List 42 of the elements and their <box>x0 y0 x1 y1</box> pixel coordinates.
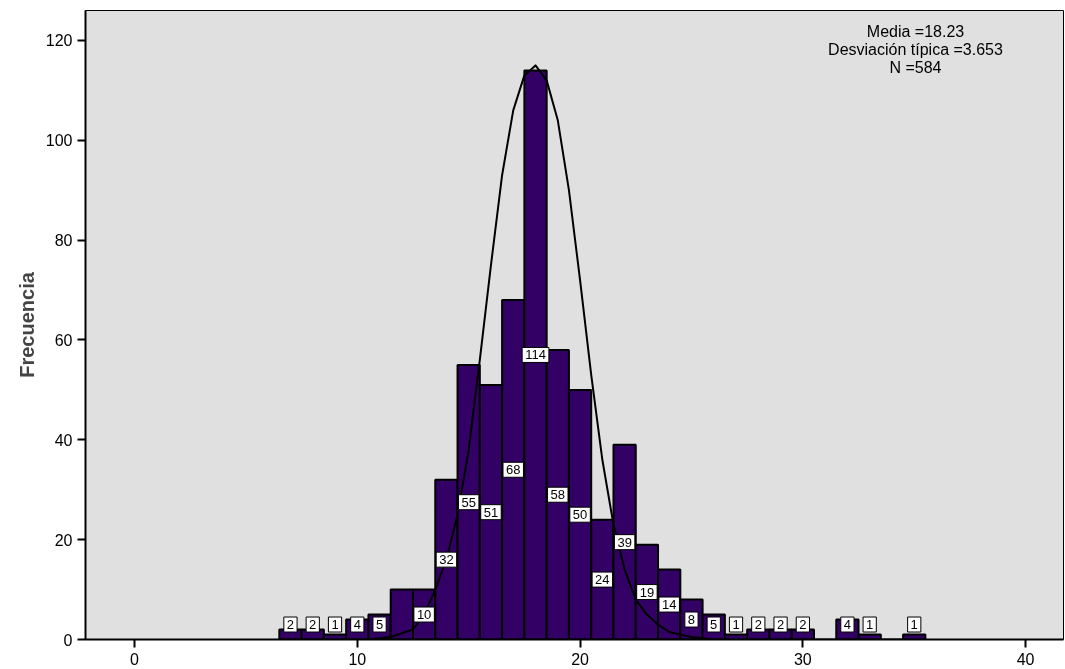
data-label: 5 <box>375 617 384 633</box>
annotation: Desviación típica =3.653 <box>828 40 1003 58</box>
y-tick-label: 60 <box>54 331 73 349</box>
data-label: 4 <box>843 617 852 633</box>
data-label: 2 <box>776 617 785 633</box>
data-label: 51 <box>483 504 499 520</box>
data-label: 55 <box>461 494 476 510</box>
data-label: 50 <box>572 507 588 523</box>
data-label: 19 <box>639 584 655 600</box>
data-label: 1 <box>866 617 874 633</box>
data-label: 32 <box>439 552 454 568</box>
x-tick-label: 30 <box>793 650 812 668</box>
y-tick-label: 120 <box>45 32 73 50</box>
data-label: 2 <box>799 617 807 633</box>
data-label: 58 <box>550 487 566 503</box>
data-label: 2 <box>286 617 295 633</box>
data-label: 2 <box>754 617 762 633</box>
data-label: 1 <box>910 617 918 633</box>
x-tick-label: 0 <box>130 650 140 668</box>
x-tick-label: 20 <box>571 650 590 668</box>
data-label: 68 <box>506 462 521 478</box>
annotation: Media =18.23 <box>866 22 965 40</box>
y-tick-label: 80 <box>54 232 73 250</box>
data-label: 24 <box>595 572 610 588</box>
x-tick-label: 10 <box>348 650 367 668</box>
data-label: 2 <box>309 617 317 633</box>
y-axis-title: Frecuencia <box>15 271 38 378</box>
y-tick-label: 20 <box>54 531 73 549</box>
data-label: 14 <box>661 597 677 613</box>
data-label: 1 <box>732 617 740 633</box>
data-label: 1 <box>331 617 339 633</box>
y-tick-label: 100 <box>45 132 73 150</box>
data-label: 4 <box>353 617 361 633</box>
x-tick-label: 40 <box>1016 650 1035 668</box>
data-label: 10 <box>416 607 432 623</box>
data-label: 5 <box>710 617 718 633</box>
data-label: 114 <box>525 347 546 363</box>
annotation: N =584 <box>889 58 942 76</box>
data-label: 8 <box>687 612 696 628</box>
y-tick-label: 0 <box>63 631 73 649</box>
data-label: 39 <box>617 534 632 550</box>
y-tick-label: 40 <box>54 431 73 449</box>
